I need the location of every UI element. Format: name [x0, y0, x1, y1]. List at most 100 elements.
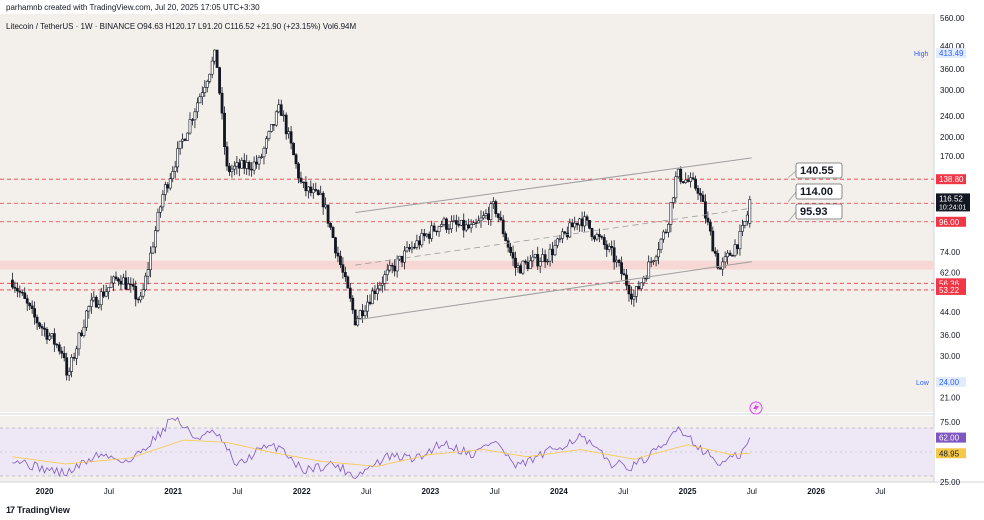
- candle-body-132: [336, 252, 340, 257]
- candle-body-244: [612, 247, 616, 263]
- candle-body-232: [583, 216, 586, 227]
- candle-body-86: [223, 112, 226, 148]
- candle-body-193: [486, 213, 490, 220]
- candle-body-104: [267, 131, 271, 139]
- candle-body-56: [149, 252, 152, 270]
- candle-body-17: [52, 333, 56, 345]
- time-tick-10: 2025: [679, 487, 697, 496]
- candle-body-169: [427, 233, 431, 239]
- candle-body-208: [523, 260, 527, 263]
- candle-body-286: [716, 253, 720, 269]
- candle-body-45: [122, 277, 125, 285]
- candle-body-145: [368, 301, 372, 305]
- tradingview-logo[interactable]: 17 TradingView: [6, 505, 70, 515]
- candle-body-171: [432, 225, 436, 232]
- candle-body-142: [361, 310, 365, 316]
- candle-body-128: [326, 204, 330, 224]
- candle-body-69: [181, 138, 184, 142]
- candle-body-141: [358, 310, 362, 319]
- candle-body-206: [519, 265, 522, 274]
- time-tick-11: Jul: [747, 487, 757, 496]
- candle-body-290: [726, 252, 730, 258]
- candle-body-57: [151, 246, 155, 254]
- level-tag-label-0: 138.80: [939, 175, 964, 184]
- price-tick-17: 360.00: [940, 65, 965, 74]
- candle-body-124: [316, 190, 320, 195]
- candle-body-213: [536, 254, 540, 267]
- candle-body-191: [482, 215, 485, 219]
- candle-body-197: [496, 213, 500, 218]
- candle-body-214: [538, 261, 542, 267]
- candle-body-167: [422, 233, 426, 237]
- candle-body-48: [129, 283, 133, 286]
- candle-body-236: [593, 236, 596, 240]
- candle-body-66: [173, 166, 177, 172]
- candle-body-278: [696, 188, 700, 194]
- candle-body-211: [531, 256, 535, 262]
- candle-body-204: [514, 257, 517, 268]
- candle-body-2: [15, 288, 19, 292]
- candle-body-276: [691, 177, 695, 180]
- candle-body-149: [378, 284, 382, 290]
- candle-body-205: [516, 265, 520, 268]
- candle-body-107: [274, 111, 278, 126]
- candle-body-222: [558, 238, 562, 240]
- flash-icon-bolt: [753, 403, 759, 413]
- candle-body-233: [585, 216, 589, 221]
- symbol-title[interactable]: Litecoin / TetherUS · 1W · BINANCE: [6, 22, 136, 31]
- candle-body-260: [652, 260, 656, 262]
- candle-body-275: [689, 177, 693, 182]
- candle-body-266: [667, 224, 670, 233]
- candle-body-295: [738, 231, 742, 250]
- candle-body-27: [77, 332, 81, 350]
- candle-body-92: [237, 162, 241, 169]
- candle-body-220: [553, 245, 557, 256]
- candle-body-138: [351, 297, 355, 311]
- candle-body-199: [501, 219, 505, 235]
- candle-body-234: [588, 220, 591, 229]
- candle-body-144: [366, 301, 369, 312]
- candle-body-150: [380, 283, 384, 286]
- candle-body-173: [437, 226, 441, 232]
- candle-body-110: [282, 114, 286, 117]
- tradingview-brand: TradingView: [17, 505, 70, 515]
- candle-body-50: [134, 286, 138, 300]
- candle-body-183: [462, 219, 466, 231]
- level-tag-label-4: 53.22: [939, 286, 960, 295]
- candle-body-89: [230, 168, 234, 173]
- candle-body-76: [198, 96, 202, 104]
- candle-body-10: [35, 316, 39, 324]
- candle-body-117: [299, 177, 303, 183]
- candle-body-95: [245, 162, 249, 169]
- candle-body-67: [176, 148, 180, 168]
- candle-body-146: [371, 290, 374, 305]
- candle-body-49: [131, 284, 135, 287]
- candle-body-98: [252, 161, 256, 171]
- candle-body-119: [304, 182, 308, 192]
- candle-body-239: [600, 236, 604, 238]
- price-tick-13: 170.00: [940, 152, 965, 161]
- ohlc-readout: O94.63 H120.17 L91.20 C116.52 +21.90 (+2…: [137, 22, 357, 31]
- candle-body-242: [607, 246, 611, 250]
- candle-body-22: [65, 357, 69, 376]
- candle-body-77: [200, 92, 204, 98]
- candle-body-102: [262, 147, 266, 158]
- candle-body-65: [171, 171, 175, 180]
- candle-body-136: [346, 276, 350, 289]
- high-marker-value: 413.49: [939, 49, 964, 58]
- candle-body-109: [279, 104, 283, 116]
- candle-body-129: [329, 223, 332, 228]
- candle-body-184: [464, 224, 468, 231]
- candle-body-269: [674, 176, 678, 199]
- candle-body-194: [489, 203, 493, 220]
- candle-body-274: [686, 179, 690, 182]
- level-tag-label-3: 56.36: [939, 279, 960, 288]
- candle-body-272: [681, 181, 685, 183]
- current-price-tag: [936, 193, 970, 212]
- rsi-line: [12, 416, 751, 480]
- candle-body-209: [526, 262, 530, 270]
- candle-body-203: [511, 252, 515, 259]
- candle-body-155: [393, 265, 397, 272]
- candle-body-40: [109, 282, 113, 288]
